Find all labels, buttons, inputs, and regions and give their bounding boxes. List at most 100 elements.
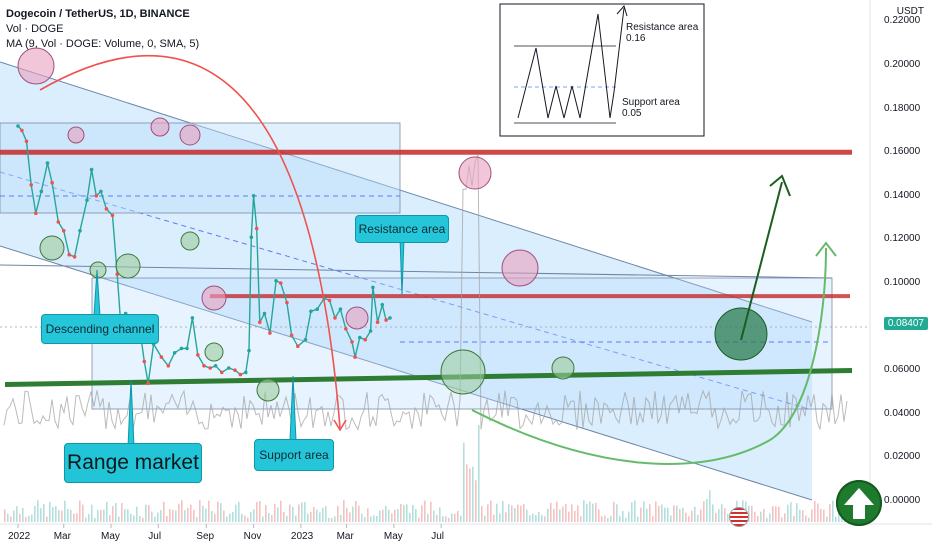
volume-bar (529, 515, 531, 522)
volume-bar (721, 504, 723, 522)
volume-bar (160, 510, 162, 522)
price-point (363, 337, 368, 342)
volume-bar (712, 504, 714, 522)
volume-bar (79, 500, 81, 522)
volume-bar (448, 517, 450, 522)
volume-bar (367, 508, 369, 522)
volume-bar (445, 516, 447, 522)
volume-bar (496, 503, 498, 522)
volume-bar (325, 506, 327, 522)
volume-bar (88, 514, 90, 522)
inset-resistance-label: Resistance area 0.16 (626, 22, 698, 44)
volume-bar (94, 517, 96, 522)
volume-bar (775, 506, 777, 522)
volume-bar (16, 506, 18, 522)
volume-bar (277, 507, 279, 522)
price-point (254, 226, 259, 231)
up-arrow-icon (844, 488, 874, 519)
volume-bar (727, 513, 729, 522)
price-point (368, 329, 373, 333)
volume-bar (346, 507, 348, 522)
volume-bar (406, 504, 408, 522)
price-tick-label: 0.14000 (884, 189, 921, 201)
volume-bar (772, 506, 774, 522)
currency-label[interactable]: USDT (896, 6, 924, 17)
volume-bar (148, 505, 150, 522)
price-tick-label: 0.22000 (884, 15, 921, 27)
volume-bar (37, 500, 39, 522)
volume-bar (790, 502, 792, 522)
highlight-circles (17, 47, 768, 402)
channel-midline (0, 171, 813, 411)
volume-bar (52, 507, 54, 522)
price-point (375, 320, 380, 325)
volume-bar (337, 505, 339, 522)
channel-lower-line (0, 245, 813, 501)
volume-bar (274, 503, 276, 522)
low-circle (115, 253, 141, 279)
volume-bar (370, 516, 372, 522)
volume-bar (565, 503, 567, 522)
volume-bar (514, 507, 516, 522)
price-tick-label: 0.02000 (884, 451, 921, 463)
chart-legend: Dogecoin / TetherUS, 1D, BINANCE Vol · D… (6, 7, 199, 52)
volume-bar (310, 511, 312, 522)
high-circle (67, 126, 85, 144)
volume-indicator-label[interactable]: Vol · DOGE (6, 23, 64, 35)
price-point (213, 364, 218, 368)
price-point (268, 331, 272, 335)
inset-support-text: Support area (622, 97, 680, 108)
price-point (338, 307, 343, 312)
price-point (227, 366, 231, 370)
volume-bar (547, 508, 549, 522)
price-point (309, 309, 313, 314)
plot-background (0, 0, 870, 524)
volume-bar (34, 505, 36, 522)
volume-bar (298, 504, 300, 522)
volume-bar (481, 506, 483, 522)
low-circle (440, 349, 486, 395)
price-point (34, 211, 38, 215)
volume-bar (154, 516, 156, 522)
volume-bar (787, 504, 789, 522)
volume-bar (361, 513, 363, 522)
range-market-callout: Range market (64, 443, 202, 483)
volume-bar (220, 503, 222, 522)
up-arrow-button[interactable] (836, 480, 882, 526)
volume-bar (187, 508, 189, 522)
price-tick-label: 0.18000 (884, 102, 921, 114)
inset-box (499, 3, 705, 137)
price-point (388, 316, 392, 320)
volume-bar (49, 502, 51, 522)
volume-bar (757, 516, 759, 522)
volume-bar (559, 509, 561, 522)
volume-bar (553, 508, 555, 522)
current-zone-circle (714, 307, 768, 361)
volume-bar (352, 506, 354, 522)
time-tick-label: Mar (336, 531, 354, 542)
price-tick-label: 0.20000 (884, 59, 921, 70)
volume-bar (592, 503, 594, 522)
price-point (327, 298, 332, 303)
volume-bar (319, 512, 321, 522)
volume-bar (697, 514, 699, 522)
volume-bar (127, 509, 129, 522)
volume-bar (706, 498, 708, 522)
price-point (315, 307, 320, 312)
volume-bar (832, 500, 834, 522)
volume-bar (688, 516, 690, 522)
volume-bar (322, 507, 324, 522)
symbol-title[interactable]: Dogecoin / TetherUS, 1D, BINANCE (6, 8, 190, 20)
low-circle (180, 231, 200, 251)
ma-indicator-label[interactable]: MA (9, Vol · DOGE: Volume, 0, SMA, 5) (6, 38, 200, 50)
channel-upper-line (0, 61, 813, 323)
volume-bar (343, 500, 345, 522)
volume-bar (118, 516, 120, 522)
volume-bar (667, 507, 669, 522)
volume-bar (760, 511, 762, 522)
volume-bar (409, 512, 411, 522)
volume-bar (223, 510, 225, 522)
top-circle (17, 47, 55, 85)
